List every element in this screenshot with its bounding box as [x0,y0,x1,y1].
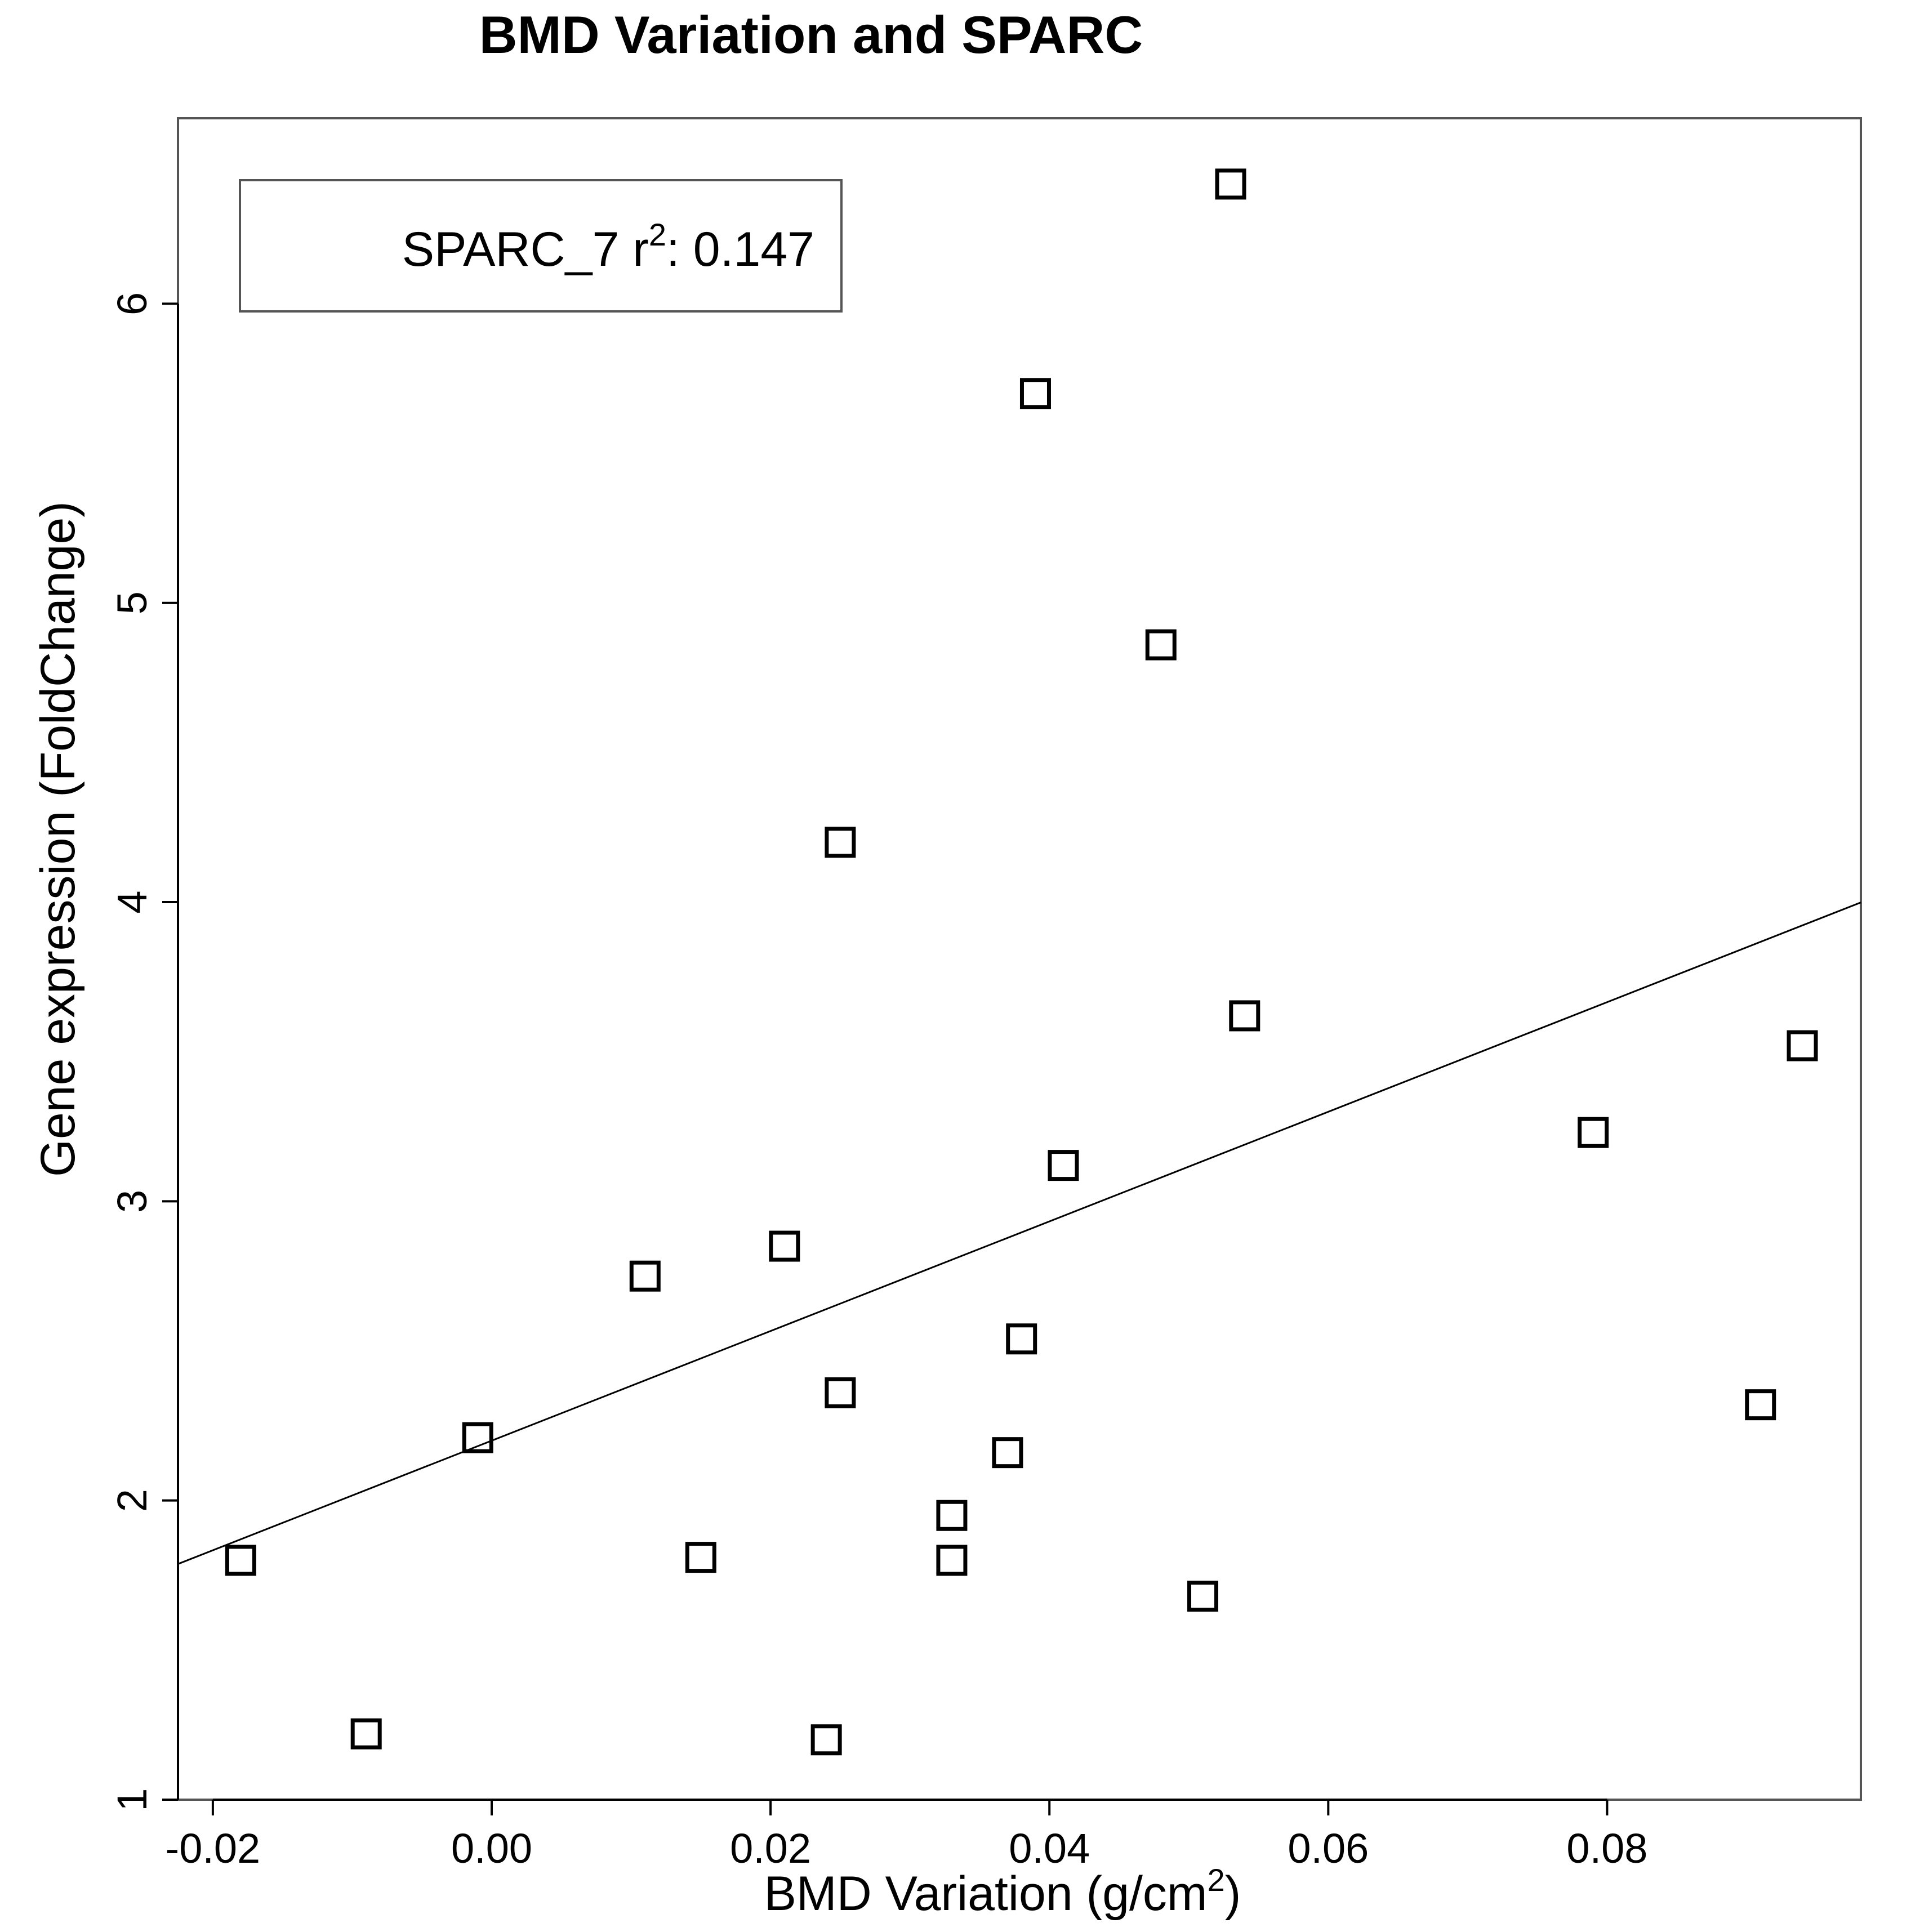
data-point [1048,1150,1079,1181]
data-point [350,1718,382,1750]
y-tick-label: 6 [109,292,155,315]
legend-label-superscript: 2 [649,217,666,252]
data-point [629,1260,661,1292]
data-point [1745,1389,1776,1421]
x-axis-label-main: BMD Variation (g/cm [764,1867,1208,1921]
y-tick-label: 1 [109,1788,155,1811]
data-point [1019,378,1051,409]
x-axis-label: BMD Variation (g/cm2) [764,1862,1241,1921]
y-axis-label-group: Gene expression (FoldChange) [31,501,85,1177]
y-axis: 1 2 3 4 5 6 [109,292,179,1811]
y-tick-label: 4 [109,890,155,913]
chart-title: BMD Variation and SPARC [479,5,1143,64]
data-point [1187,1581,1219,1612]
x-tick-label: -0.02 [166,1825,261,1872]
y-tick-label: 5 [109,591,155,614]
x-axis-label-superscript: 2 [1208,1862,1225,1898]
data-point [1229,1000,1260,1032]
y-tick-label: 3 [109,1190,155,1213]
legend-box [239,179,843,313]
x-tick-label: 0.06 [1288,1825,1369,1872]
data-point [1006,1323,1037,1355]
data-point [1215,168,1246,200]
x-tick-label: 0.00 [451,1825,532,1872]
legend: SPARC_7 r2: 0.147 [239,179,843,313]
legend-label: SPARC_7 r [402,222,649,276]
data-point [992,1437,1023,1469]
data-point [462,1422,493,1453]
legend-value: : 0.147 [666,222,814,276]
data-point [225,1545,256,1576]
data-point [1145,629,1177,661]
x-tick-label: 0.04 [1009,1825,1090,1872]
x-axis-label-close: ) [1225,1867,1241,1921]
regression-line-group [177,902,1861,1565]
data-point [936,1500,968,1531]
plot-frame [177,117,1862,1801]
data-point [1787,1030,1818,1061]
x-tick-label: 0.08 [1566,1825,1647,1872]
data-point [1578,1117,1609,1148]
data-point [769,1230,800,1262]
regression-line [177,902,1861,1565]
y-tick-label: 2 [109,1489,155,1512]
x-axis: -0.02 0.00 0.02 0.04 0.06 0.08 [166,1799,1647,1872]
legend-text: SPARC_7 r2: 0.147 [402,217,814,276]
data-point [936,1545,968,1576]
data-points [225,168,1818,1756]
data-point [685,1542,716,1573]
data-point [825,1377,856,1408]
data-point [810,1724,842,1756]
data-point [825,827,856,858]
x-tick-label: 0.02 [730,1825,811,1872]
y-axis-label: Gene expression (FoldChange) [31,501,85,1177]
